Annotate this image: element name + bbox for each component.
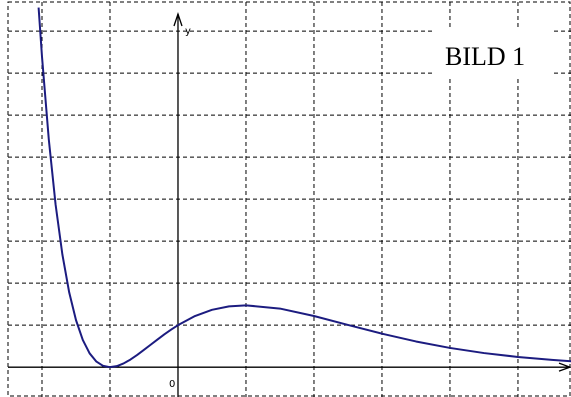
curve <box>37 7 571 369</box>
x-axis-arrow <box>558 362 571 372</box>
y-axis-label: y <box>185 26 191 37</box>
title-box <box>432 28 554 78</box>
chart-title: BILD 1 <box>445 42 525 71</box>
x-tick-label: 0 <box>169 379 175 390</box>
y-axis-arrow <box>173 11 183 27</box>
